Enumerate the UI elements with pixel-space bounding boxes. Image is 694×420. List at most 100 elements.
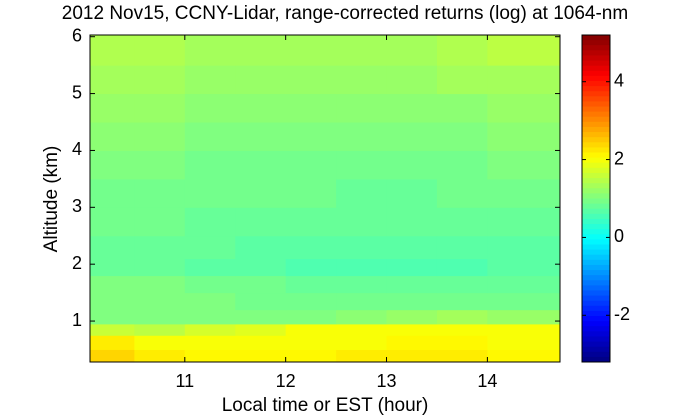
heat-cell — [90, 235, 135, 259]
colorbar-swatch — [582, 249, 610, 256]
y-tick-label: 5 — [72, 82, 82, 102]
heat-cell — [436, 65, 488, 95]
heat-cell — [336, 93, 388, 123]
heat-cell — [336, 122, 388, 151]
heat-cell — [235, 207, 287, 237]
heat-cell — [487, 150, 561, 180]
colorbar-swatch — [582, 40, 610, 46]
heat-cell — [90, 150, 135, 180]
heat-cell — [184, 235, 236, 259]
colorbar-swatch — [582, 101, 610, 108]
heat-cell — [184, 65, 236, 95]
heat-cell — [285, 150, 337, 180]
colorbar-swatch — [582, 137, 610, 143]
heat-cell — [487, 323, 561, 336]
heat-cell — [235, 122, 287, 151]
heat-cell — [90, 323, 135, 336]
heat-cell — [436, 235, 488, 259]
colorbar-swatch — [582, 270, 610, 276]
heat-cell — [90, 292, 135, 311]
colorbar-swatch — [582, 305, 610, 312]
heat-cell — [134, 93, 186, 123]
heat-cell — [436, 349, 488, 363]
heat-cell — [336, 178, 388, 208]
heat-cell — [184, 323, 236, 336]
heat-cell — [235, 150, 287, 180]
colorbar-swatch — [582, 86, 610, 92]
colorbar-frame — [581, 34, 611, 363]
colorbar-swatch — [582, 183, 610, 189]
heat-cell — [336, 258, 388, 277]
heat-cell — [184, 258, 236, 277]
x-tick-label: 14 — [477, 371, 497, 391]
heat-cell — [285, 323, 337, 336]
heat-cell — [336, 65, 388, 95]
x-tick-label: 13 — [377, 371, 397, 391]
colorbar-swatch — [582, 198, 610, 205]
colorbar-swatch — [582, 126, 610, 133]
heat-cell — [386, 150, 438, 180]
plot-frame — [89, 34, 561, 363]
heat-cell — [134, 122, 186, 151]
heat-cell — [184, 275, 236, 294]
colorbar-swatch — [582, 234, 610, 240]
heat-cell — [386, 349, 438, 363]
heat-cell — [487, 349, 561, 363]
heat-cell — [235, 275, 287, 294]
colorbar-swatch — [582, 157, 610, 164]
colorbar-tick-label: 4 — [614, 70, 624, 90]
heat-cell — [436, 275, 488, 294]
heat-cell — [285, 292, 337, 311]
heat-cell — [487, 122, 561, 151]
heat-cell — [386, 335, 438, 350]
heat-cell — [285, 65, 337, 95]
heat-cell — [386, 65, 438, 95]
y-tick-label: 3 — [72, 196, 82, 216]
y-tick-label: 2 — [72, 253, 82, 273]
heat-cell — [134, 207, 186, 237]
heat-cell — [436, 207, 488, 237]
heat-cell — [184, 178, 236, 208]
heat-cell — [285, 349, 337, 363]
heat-cell — [285, 178, 337, 208]
heat-cell — [90, 275, 135, 294]
heat-cell — [336, 275, 388, 294]
colorbar-swatch — [582, 356, 610, 363]
y-tick-label: 1 — [72, 310, 82, 330]
heat-cell — [235, 235, 287, 259]
heat-cell — [487, 35, 561, 66]
heat-cell — [235, 292, 287, 311]
colorbar-tick-label: -2 — [614, 304, 630, 324]
heat-cell — [285, 207, 337, 237]
colorbar-swatch — [582, 259, 610, 266]
colorbar-swatch — [582, 188, 610, 194]
colorbar-swatch — [582, 218, 610, 225]
heat-cell — [184, 93, 236, 123]
heat-cell — [235, 178, 287, 208]
y-tick-label: 6 — [72, 25, 82, 45]
colorbar-swatch — [582, 65, 610, 72]
heat-cell — [487, 258, 561, 277]
chart-title: 2012 Nov15, CCNY-Lidar, range-corrected … — [62, 3, 628, 24]
colorbar-swatch — [582, 280, 610, 286]
heat-cell — [184, 309, 236, 325]
colorbar-swatch — [582, 75, 610, 82]
heat-cell — [436, 292, 488, 311]
heat-cell — [184, 292, 236, 311]
heat-cell — [134, 235, 186, 259]
colorbar-swatch — [582, 254, 610, 261]
x-axis-label: Local time or EST (hour) — [222, 395, 429, 416]
heat-cell — [487, 309, 561, 325]
heat-cell — [134, 178, 186, 208]
heat-cell — [386, 309, 438, 325]
colorbar-swatch — [582, 60, 610, 67]
colorbar-swatch — [582, 331, 610, 337]
colorbar-tick-label: 2 — [614, 148, 624, 168]
heat-cell — [436, 35, 488, 66]
colorbar-swatch — [582, 326, 610, 332]
heat-cell — [487, 235, 561, 259]
heat-cell — [386, 207, 438, 237]
heat-cell — [134, 65, 186, 95]
heat-cell — [386, 35, 438, 66]
